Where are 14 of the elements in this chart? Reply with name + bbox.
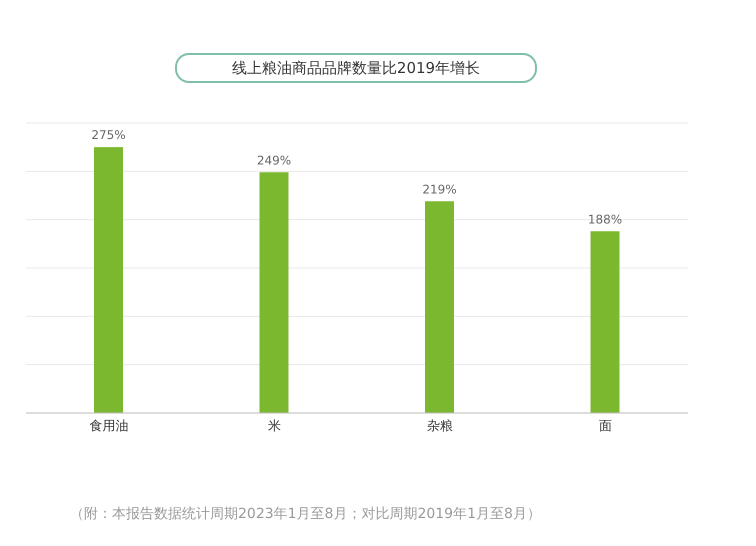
text: （附：本报告数据统计周期2023年1月至8月；对比周期2019年1月至8月） [70,505,541,523]
bar [94,147,123,413]
data-label: 219% [422,182,457,196]
x-tick-label: 面 [598,419,612,434]
data-label: 275% [91,128,126,142]
x-tick-label: 食用油 [89,419,128,434]
data-label: 249% [256,153,292,168]
x-tick-label: 米 [268,419,281,434]
x-tick-label: 杂粮 [426,419,453,434]
bar [425,201,454,413]
data-label: 188% [588,212,622,226]
bar [260,172,288,413]
bar [590,231,620,413]
chart-title: 线上粮油商品品牌数量比2019年增长 [175,53,537,83]
